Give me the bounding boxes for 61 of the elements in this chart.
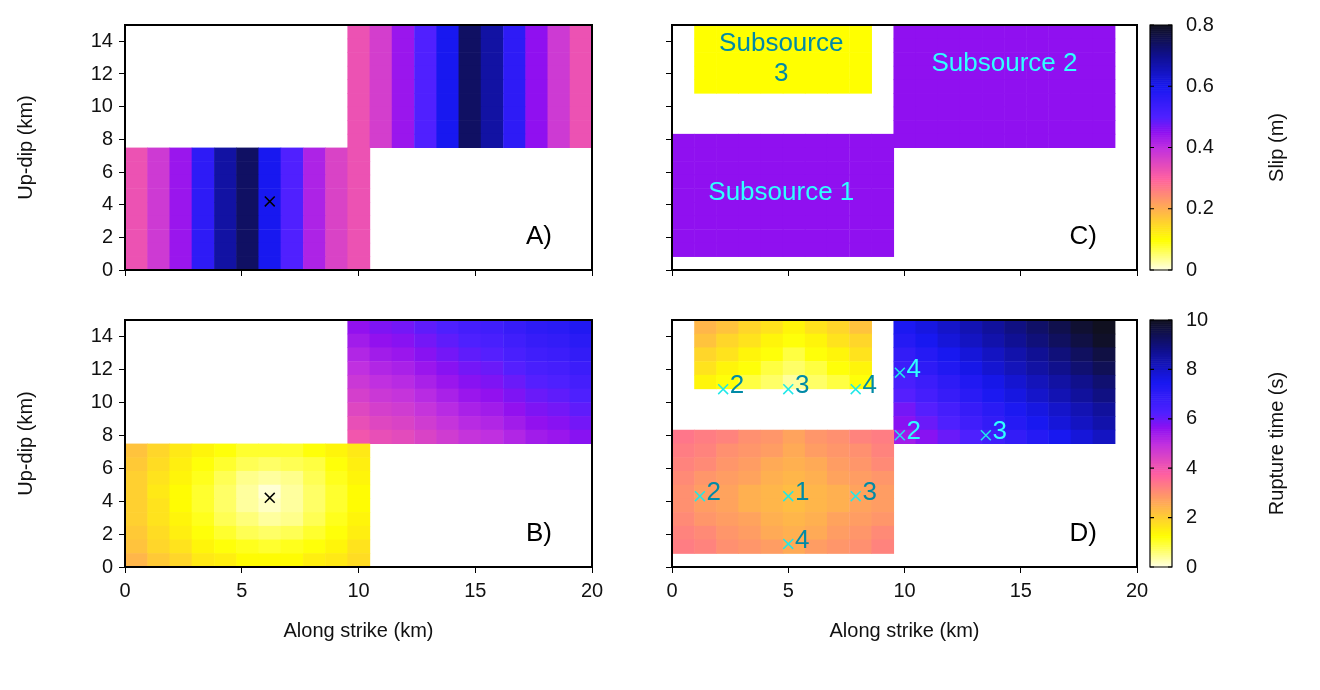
annotation: 3 xyxy=(862,476,877,507)
y-tick-label: 10 xyxy=(90,389,113,412)
annotation: 3 xyxy=(992,415,1008,446)
x-axis-title: Along strike (km) xyxy=(829,618,980,641)
x-tick-label: 20 xyxy=(580,578,604,601)
annotation: 2 xyxy=(906,415,922,446)
annotation: 4 xyxy=(906,352,922,383)
x-tick-label: 15 xyxy=(1009,578,1032,601)
annotation: 3 xyxy=(794,369,810,400)
x-tick-label: 0 xyxy=(119,578,131,601)
y-tick-label: 6 xyxy=(101,455,113,478)
annotation: 4 xyxy=(794,523,810,554)
y-tick-label: 8 xyxy=(101,422,113,445)
y-tick-label: 4 xyxy=(101,488,113,511)
annotation: D) xyxy=(1069,517,1097,547)
annotation: A) xyxy=(526,220,552,250)
x-tick-label: 15 xyxy=(464,578,487,601)
y-tick-label: 2 xyxy=(101,224,113,247)
color-bar-title: Slip (m) xyxy=(1264,113,1287,182)
x-tick-label: 0 xyxy=(666,578,678,601)
color-bar-label: 0.4 xyxy=(1186,135,1214,158)
y-tick-label: 2 xyxy=(101,521,113,544)
annotation: 1 xyxy=(794,476,810,507)
point xyxy=(782,383,794,395)
y-axis-title: Up-dip (km) xyxy=(13,391,36,496)
annotation: B) xyxy=(526,517,552,547)
y-axis-title: Up-dip (km) xyxy=(13,95,36,200)
y-tick-label: 8 xyxy=(101,126,113,149)
x-tick-label: 5 xyxy=(236,578,248,601)
annotation: Subsource 2 xyxy=(931,47,1078,78)
point xyxy=(717,383,729,395)
annotation: C) xyxy=(1069,220,1097,250)
color-bar-label: 0 xyxy=(1186,554,1198,577)
y-tick-label: 14 xyxy=(90,28,113,51)
x-tick-label: 10 xyxy=(347,578,370,601)
color-bar-label: 2 xyxy=(1186,505,1198,528)
point xyxy=(980,429,992,441)
y-tick-label: 4 xyxy=(101,192,113,215)
color-bar-label: 0 xyxy=(1186,257,1198,280)
color-bar-label: 0.6 xyxy=(1186,73,1214,96)
annotation: 2 xyxy=(706,476,722,507)
x-tick-label: 20 xyxy=(1125,578,1149,601)
y-tick-label: 0 xyxy=(101,257,113,280)
x-tick-label: 10 xyxy=(893,578,916,601)
point xyxy=(264,492,276,504)
color-bar-label: 10 xyxy=(1186,307,1209,330)
color-bar-label: 0.8 xyxy=(1186,12,1214,35)
x-axis-title: Along strike (km) xyxy=(283,618,434,641)
color-bar-label: 0.2 xyxy=(1186,196,1214,219)
color-bar-title: Rupture time (s) xyxy=(1264,371,1287,516)
y-tick-label: 14 xyxy=(90,323,113,346)
y-tick-label: 0 xyxy=(101,554,113,577)
color-bar-label: 4 xyxy=(1186,455,1198,478)
annotation: Subsource 1 xyxy=(708,176,855,207)
color-bar-label: 6 xyxy=(1186,406,1198,429)
y-tick-label: 12 xyxy=(90,61,113,84)
y-tick-label: 12 xyxy=(90,356,113,379)
color-bar-label: 8 xyxy=(1186,356,1198,379)
x-tick-label: 5 xyxy=(782,578,794,601)
y-tick-label: 6 xyxy=(101,159,113,182)
y-tick-label: 10 xyxy=(90,94,113,117)
